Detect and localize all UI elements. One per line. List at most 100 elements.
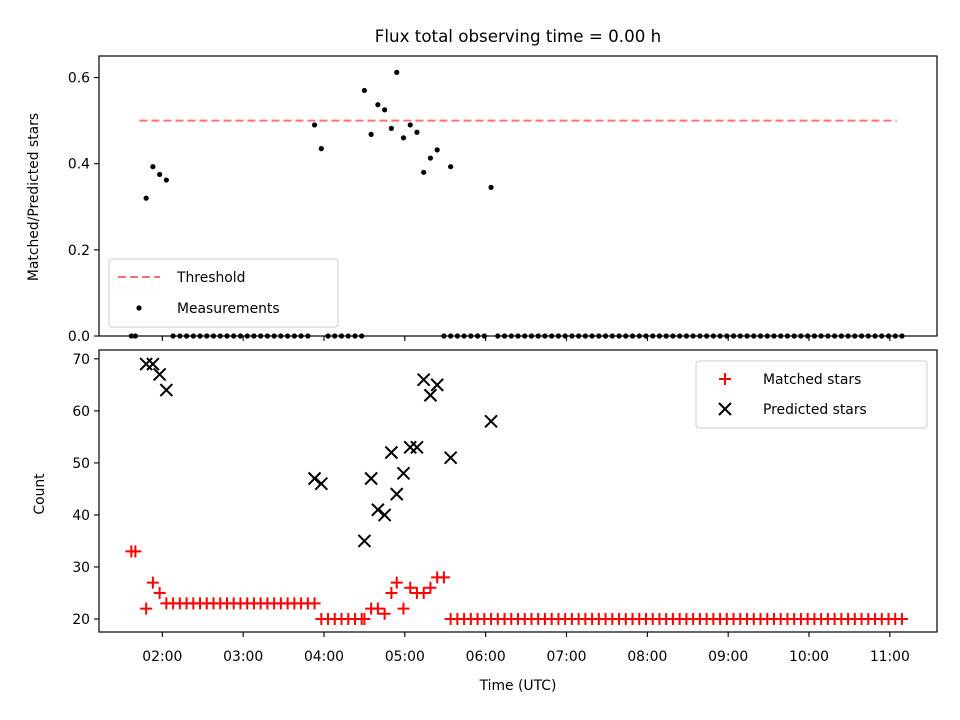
y-tick-label: 50 <box>72 456 90 472</box>
x-tick-label: 04:00 <box>304 649 344 665</box>
measurement-point <box>388 125 394 131</box>
y-tick-label: 0.4 <box>68 157 90 173</box>
legend-measurements-label: Measurements <box>177 301 280 317</box>
matched-star-point <box>146 576 159 589</box>
measurement-point <box>150 164 156 170</box>
matched-star-point <box>895 612 908 625</box>
legend-measurements-swatch <box>136 305 142 311</box>
bottom-y-ticks: 20 30 40 50 60 70 <box>72 352 99 628</box>
predicted-star-point <box>307 471 322 486</box>
top-panel: Flux total observing time = 0.00 h Match… <box>26 26 938 345</box>
measurement-point <box>382 107 388 113</box>
measurement-point <box>361 87 368 94</box>
measurement-point <box>414 129 420 135</box>
bottom-data-layer <box>125 357 908 625</box>
top-chart-title: Flux total observing time = 0.00 h <box>375 26 661 46</box>
legend-predicted-label: Predicted stars <box>763 402 867 418</box>
measurement-point <box>427 155 434 161</box>
legend-matched-swatch <box>719 373 731 385</box>
measurement-point <box>421 169 427 175</box>
matched-star-point <box>371 602 384 615</box>
predicted-star-point <box>443 450 458 465</box>
measurement-point <box>400 135 407 141</box>
legend-predicted-swatch <box>718 402 732 416</box>
predicted-star-point <box>377 508 392 522</box>
top-x-ticks <box>161 336 891 341</box>
x-tick-label: 08:00 <box>627 649 667 665</box>
predicted-star-point <box>390 487 404 501</box>
measurement-point <box>143 195 149 201</box>
y-tick-label: 20 <box>72 612 90 628</box>
top-axes-frame <box>98 55 938 337</box>
top-legend: Threshold Measurements <box>108 258 339 328</box>
predicted-star-point <box>146 357 160 371</box>
measurement-point <box>375 102 381 108</box>
y-tick-label: 40 <box>72 508 90 524</box>
measurement-point <box>163 177 169 183</box>
matched-star-point <box>437 571 450 584</box>
matched-star-point <box>308 597 321 610</box>
measurement-point <box>488 184 494 190</box>
bottom-y-axis-label: Count <box>32 473 48 515</box>
predicted-star-point <box>159 383 174 397</box>
x-tick-label: 10:00 <box>789 649 829 665</box>
y-tick-label: 0.2 <box>68 243 90 259</box>
top-y-ticks: 0.0 0.2 0.4 0.6 <box>68 71 99 345</box>
matched-star-point <box>404 581 417 594</box>
predicted-star-point <box>364 471 378 486</box>
measurement-point <box>318 146 324 152</box>
predicted-star-point <box>357 534 372 548</box>
measurement-point <box>394 69 400 75</box>
predicted-star-point <box>416 372 431 387</box>
measurement-point <box>311 122 318 128</box>
matched-star-point <box>358 612 371 625</box>
y-tick-label: 0.0 <box>68 329 90 345</box>
measurement-point <box>368 131 374 137</box>
predicted-star-point <box>384 445 399 460</box>
y-tick-label: 70 <box>72 352 90 368</box>
bottom-legend-box <box>695 360 928 429</box>
x-tick-label: 02:00 <box>142 649 182 665</box>
bottom-x-ticks: 02:00 03:00 04:00 05:00 06:00 07:00 08:00 09:00… <box>142 632 910 665</box>
y-tick-label: 60 <box>72 404 90 420</box>
bottom-axes-frame <box>98 349 938 633</box>
top-y-axis-label: Matched/Predicted stars <box>26 113 42 281</box>
x-tick-label: 11:00 <box>870 649 910 665</box>
predicted-star-point <box>423 388 438 402</box>
predicted-star-point <box>484 414 498 428</box>
top-legend-box <box>108 258 339 328</box>
measurement-point <box>157 171 163 178</box>
predicted-star-point <box>314 477 329 491</box>
bottom-legend: Matched stars Predicted stars <box>695 360 928 429</box>
y-tick-label: 30 <box>72 560 90 576</box>
legend-threshold-label: Threshold <box>176 270 245 286</box>
measurement-point <box>448 164 454 170</box>
matched-star-point <box>424 581 437 594</box>
x-tick-label: 06:00 <box>466 649 506 665</box>
matched-star-point <box>390 576 403 589</box>
predicted-star-point <box>430 378 444 392</box>
matched-star-point <box>378 607 391 620</box>
measurement-point <box>407 122 413 128</box>
matched-star-point <box>140 602 153 615</box>
matched-star-point <box>129 545 142 558</box>
matched-star-point <box>385 586 398 599</box>
predicted-star-point <box>371 503 385 517</box>
y-tick-label: 0.6 <box>68 71 90 87</box>
predicted-star-point <box>396 466 411 481</box>
x-tick-label: 03:00 <box>223 649 263 665</box>
legend-matched-label: Matched stars <box>763 372 861 388</box>
predicted-star-point <box>410 440 424 455</box>
matched-star-point <box>153 586 166 599</box>
predicted-star-point <box>152 367 167 382</box>
matched-star-point <box>417 586 430 599</box>
matched-star-point <box>397 602 410 615</box>
x-tick-label: 07:00 <box>546 649 586 665</box>
measurement-point <box>434 147 440 153</box>
x-tick-label: 09:00 <box>708 649 748 665</box>
x-tick-label: 05:00 <box>385 649 425 665</box>
bottom-panel: Count Time (UTC) 20 30 40 50 60 70 02:00 03:00… <box>32 349 938 694</box>
bottom-x-axis-label: Time (UTC) <box>479 678 557 694</box>
